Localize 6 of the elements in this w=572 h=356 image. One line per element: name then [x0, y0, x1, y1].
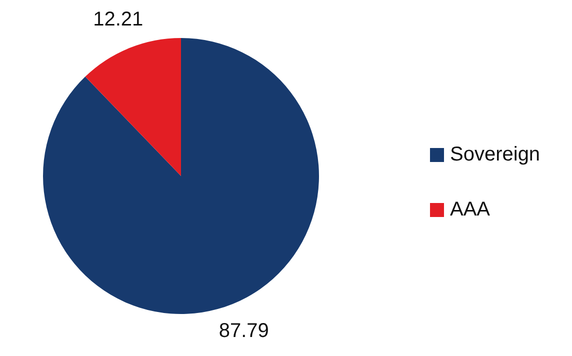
data-label: 12.21 — [93, 8, 144, 30]
data-label: 87.79 — [218, 320, 269, 342]
pie-slice — [43, 38, 319, 314]
legend-label: Sovereign — [450, 143, 540, 166]
pie-slice — [85, 38, 181, 176]
legend-label: AAA — [450, 198, 491, 220]
